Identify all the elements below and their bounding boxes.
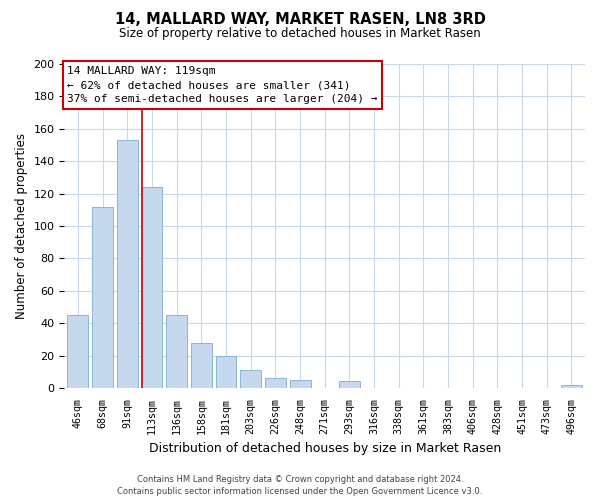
X-axis label: Distribution of detached houses by size in Market Rasen: Distribution of detached houses by size … [149, 442, 501, 455]
Bar [117, 140, 138, 388]
Text: Size of property relative to detached houses in Market Rasen: Size of property relative to detached ho… [119, 28, 481, 40]
Bar [240, 370, 261, 388]
Bar [339, 382, 360, 388]
Y-axis label: Number of detached properties: Number of detached properties [15, 133, 28, 319]
Text: 14, MALLARD WAY, MARKET RASEN, LN8 3RD: 14, MALLARD WAY, MARKET RASEN, LN8 3RD [115, 12, 485, 28]
Bar [191, 342, 212, 388]
Bar [92, 206, 113, 388]
Bar [561, 384, 582, 388]
Text: Contains HM Land Registry data © Crown copyright and database right 2024.
Contai: Contains HM Land Registry data © Crown c… [118, 474, 482, 496]
Bar [142, 187, 163, 388]
Bar [67, 315, 88, 388]
Bar [290, 380, 311, 388]
Bar [166, 315, 187, 388]
Text: 14 MALLARD WAY: 119sqm
← 62% of detached houses are smaller (341)
37% of semi-de: 14 MALLARD WAY: 119sqm ← 62% of detached… [67, 66, 377, 104]
Bar [215, 356, 236, 388]
Bar [265, 378, 286, 388]
